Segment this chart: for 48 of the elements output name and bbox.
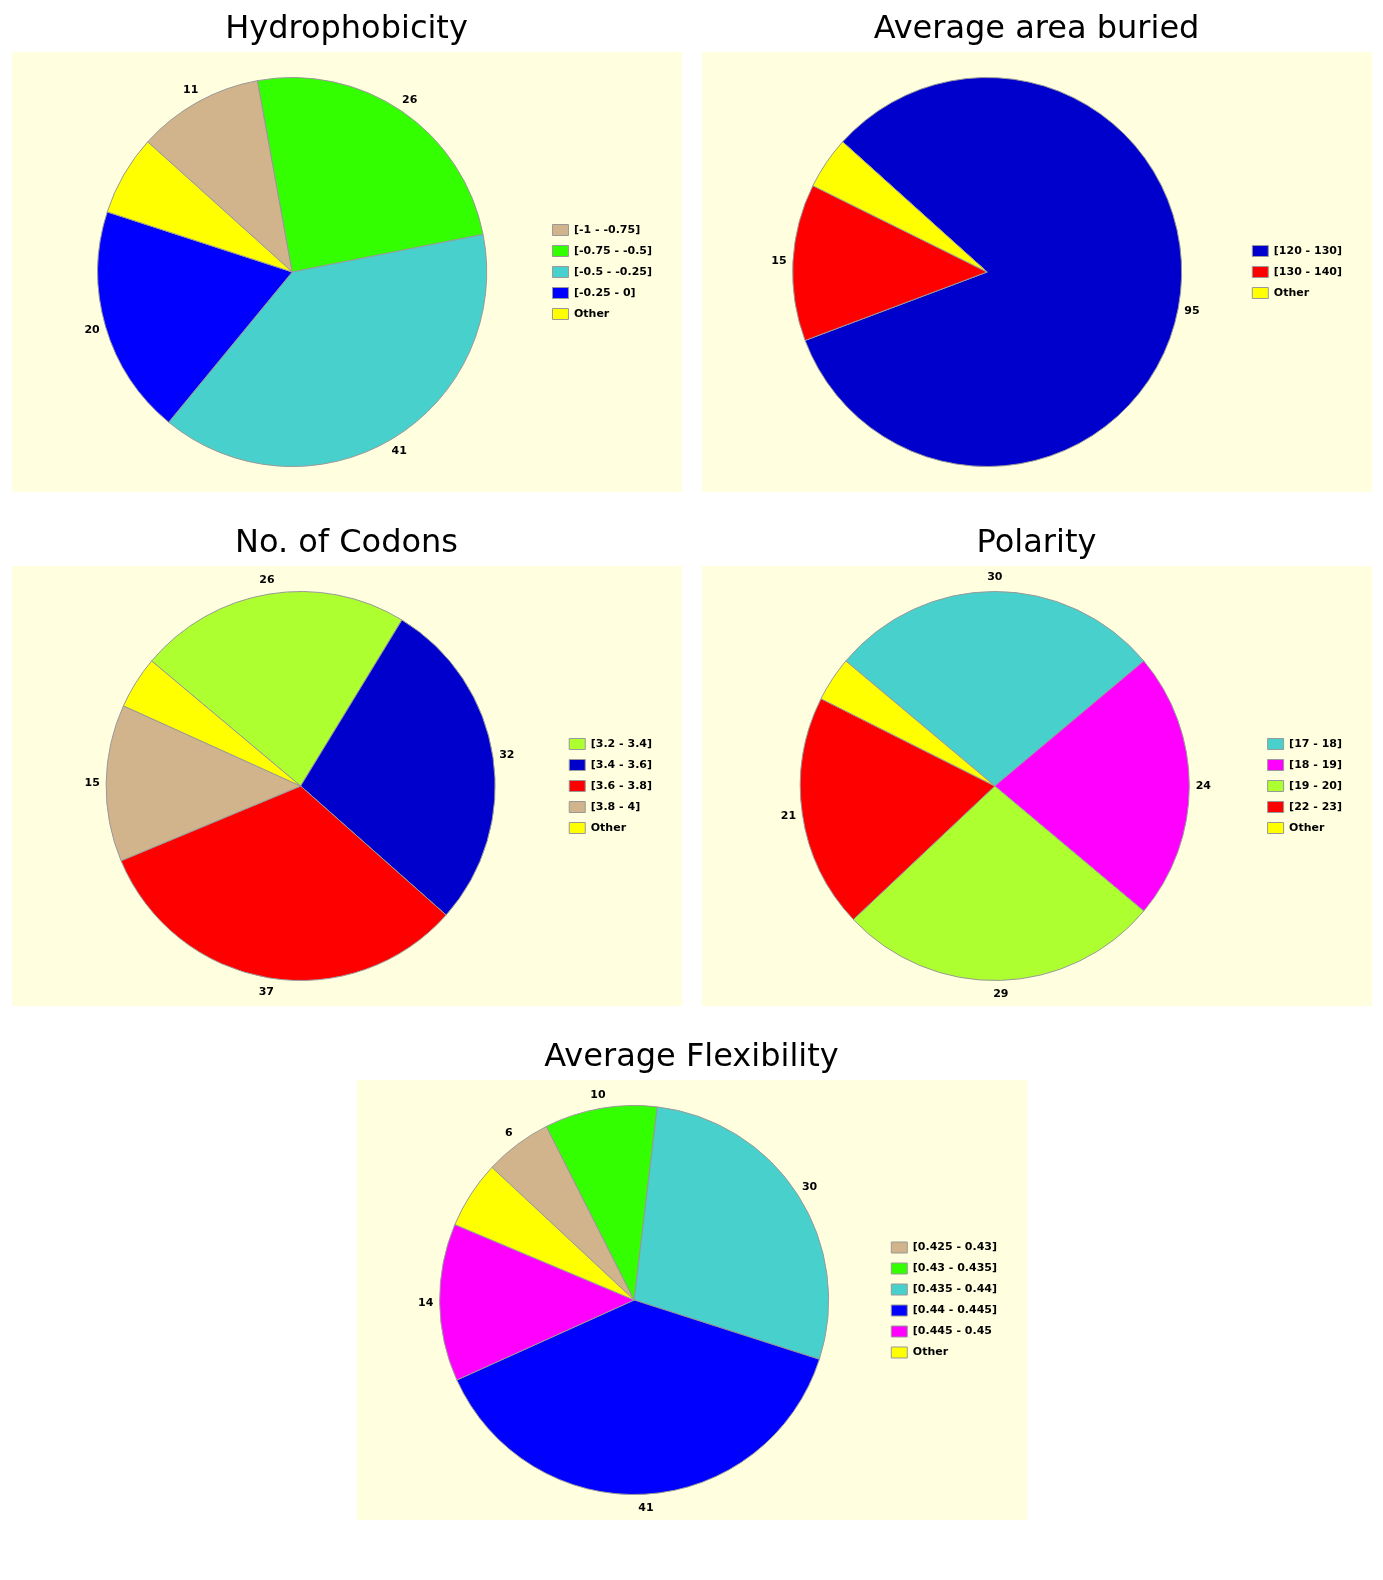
- chart-title: Hydrophobicity: [225, 8, 468, 46]
- legend-label: [17 - 18]: [1288, 736, 1342, 750]
- data-label: 26: [258, 573, 275, 587]
- legend-label: [0.445 - 0.45: [912, 1324, 992, 1338]
- legend-label: [130 - 140]: [1273, 264, 1342, 278]
- legend-label: [3.8 - 4]: [590, 799, 640, 813]
- legend-label: [22 - 23]: [1288, 799, 1342, 813]
- data-label: 15: [770, 254, 787, 268]
- data-label: 29: [992, 987, 1009, 1001]
- data-label: 11: [182, 82, 198, 96]
- data-label: 26: [401, 92, 418, 106]
- legend-label: [120 - 130]: [1273, 243, 1342, 257]
- legend-label: [0.425 - 0.43]: [912, 1240, 997, 1254]
- legend-label: Other: [912, 1345, 949, 1359]
- legend-label: [3.6 - 3.8]: [590, 778, 652, 792]
- data-label: 41: [637, 1501, 654, 1515]
- legend-label: Other: [1288, 820, 1325, 834]
- legend-label: Other: [573, 306, 610, 320]
- legend-label: [0.43 - 0.435]: [912, 1261, 997, 1275]
- legend-label: [-1 - -0.75]: [573, 222, 640, 236]
- data-label: 24: [1195, 778, 1211, 792]
- data-label: 41: [391, 443, 407, 457]
- data-label: 21: [780, 809, 796, 823]
- legend-label: Other: [590, 820, 627, 834]
- chart-title: Average area buried: [873, 8, 1200, 46]
- legend-label: [3.2 - 3.4]: [590, 736, 652, 750]
- data-label: 37: [258, 984, 274, 998]
- data-label: 30: [801, 1180, 818, 1194]
- legend-label: [0.44 - 0.445]: [912, 1303, 997, 1317]
- chart-title: No. of Codons: [234, 522, 459, 560]
- data-label: 30: [986, 570, 1003, 584]
- data-label: 32: [498, 747, 514, 761]
- legend-label: [0.435 - 0.44]: [912, 1282, 997, 1296]
- data-label: 95: [1183, 303, 1200, 317]
- legend-label: [-0.75 - -0.5]: [573, 243, 652, 257]
- legend-label: [18 - 19]: [1288, 757, 1342, 771]
- legend-label: [-0.25 - 0]: [573, 285, 636, 299]
- data-label: 6: [504, 1126, 513, 1140]
- chart-title: Polarity: [976, 522, 1097, 560]
- data-label: 14: [417, 1295, 434, 1309]
- legend-label: Other: [1273, 285, 1310, 299]
- chart-title: Average Flexibility: [544, 1036, 839, 1074]
- data-label: 10: [589, 1087, 606, 1101]
- legend-label: [-0.5 - -0.25]: [573, 264, 652, 278]
- legend-label: [3.4 - 3.6]: [590, 757, 652, 771]
- legend-label: [19 - 20]: [1288, 778, 1342, 792]
- data-label: 15: [83, 775, 100, 789]
- data-label: 20: [83, 323, 100, 337]
